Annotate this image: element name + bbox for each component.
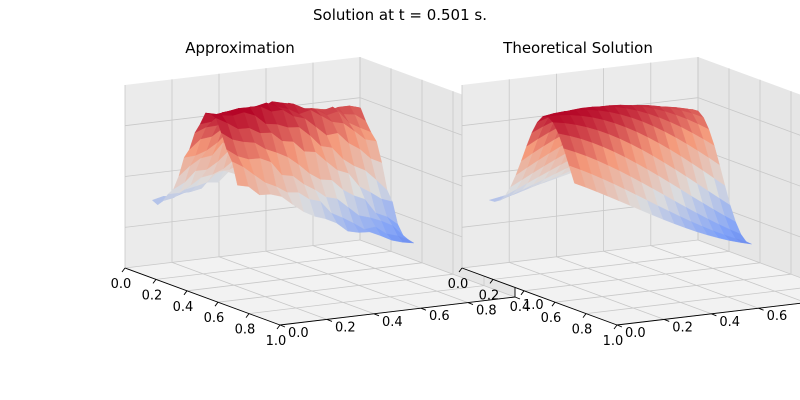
y-tick [758,307,764,311]
surface-face [231,161,249,187]
grid-line [603,250,759,309]
y-tick-label: 0.4 [719,315,740,330]
grid-line [186,262,423,292]
x-tick-label: 1.0 [603,334,624,349]
y-tick [616,324,623,328]
y-tick [326,318,333,322]
y-tick-label: 1.0 [523,298,544,313]
y-tick-label: 0.4 [382,315,403,330]
grid-line [697,97,800,136]
grid-line [171,262,328,320]
plot-approximation: Approximation 0.00.20.40.60.81.00.0 0.2 0.… [111,39,561,349]
y-tick-label: 0.6 [767,309,788,324]
grid-line [509,262,665,320]
x-tick [551,301,556,307]
y-tick [420,307,427,311]
y-tick-label: 0.2 [672,320,693,335]
x-tick-label: 0.4 [510,300,531,315]
grid-line [650,245,800,301]
grid-line [124,239,361,269]
y-tick [373,313,380,317]
y-tick-label: 0.8 [476,304,497,319]
x-tick-label: 0.0 [111,277,132,292]
grid-line [523,262,761,292]
y-tick [664,318,670,322]
grid-line [556,256,712,315]
grid-line [265,250,422,309]
grid-line [359,239,516,298]
y-tick [711,313,717,317]
y-tick-label: 0.0 [288,326,309,341]
x-tick [458,267,463,273]
x-tick-label: 0.2 [479,288,500,303]
grid-line [492,251,730,280]
x-tick-label: 0.8 [235,323,256,338]
axes-approximation: 0.00.20.40.60.81.00.00.20.40.60.81.0−0.5… [111,57,561,349]
x-axis-line [124,267,281,326]
grid-line [697,148,800,187]
x-tick [489,279,494,284]
x-tick-label: 0.6 [204,311,225,326]
grid-line [217,273,454,303]
y-tick [279,324,286,328]
y-tick-label: 0.2 [335,320,356,335]
grid-line [312,245,469,303]
x-tick-label: 0.8 [572,323,593,338]
x-tick [183,290,188,296]
pane-floor [462,240,800,325]
x-tick [582,313,587,318]
x-tick [520,290,525,296]
x-tick [613,324,618,330]
x-tick-label: 0.0 [448,277,469,292]
grid-line [248,285,485,314]
x-tick-label: 0.2 [142,288,163,303]
figure-title: Solution at t = 0.501 s. [313,6,487,24]
grid-line [155,251,392,280]
x-tick [214,301,219,307]
x-tick [152,279,157,284]
y-tick-label: 0.0 [625,326,646,341]
x-axis-line [461,267,618,326]
y-tick [467,302,474,306]
x-tick-label: 0.4 [173,300,194,315]
y-axis-line [616,302,800,326]
x-tick [245,313,250,318]
x-tick [121,267,126,273]
grid-line [461,239,699,269]
y-tick-label: 0.6 [429,309,450,324]
y-axis-line [279,296,516,326]
plot-title-approximation: Approximation [185,39,294,57]
plot-title-theoretical: Theoretical Solution [502,39,653,57]
x-tick-label: 0.6 [541,311,562,326]
y-tick [514,296,521,300]
grid-line [697,239,800,278]
surface-face [568,165,586,188]
plot-theoretical: Theoretical Solution 0.00.20.40.60.81.00… [448,39,800,349]
x-tick-label: 1.0 [266,334,287,349]
grid-line [218,256,375,315]
axes-theoretical: 0.00.20.40.60.81.00.00.20.40.60.81.0−0.5… [448,57,800,349]
x-tick [276,324,281,330]
grid-line [585,287,800,314]
grid-line [554,273,792,303]
